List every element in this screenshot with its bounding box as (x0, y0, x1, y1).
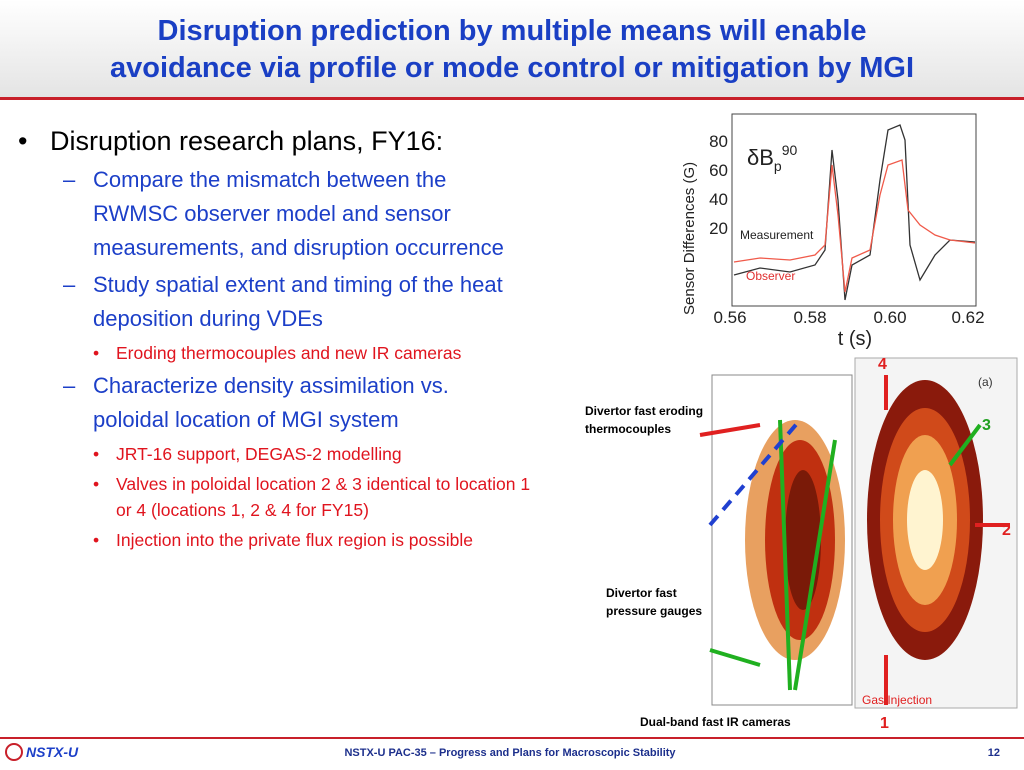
plot-frame (731, 113, 977, 307)
title-line: Disruption prediction by multiple means … (157, 15, 867, 47)
label-cameras: Dual-band fast IR cameras (640, 715, 791, 729)
location-label: 1 (880, 715, 889, 732)
label-thermocouples: Divertor fast eroding thermocouples (585, 404, 703, 436)
location-label: 4 (878, 356, 887, 373)
plasma-left-inner (785, 470, 821, 610)
title-line: avoidance via profile or mode control or… (109, 52, 915, 84)
sub-bullet: Study spatial extent and timing of the h… (63, 268, 518, 336)
x-tick-label: 0.60 (873, 308, 906, 327)
sub-sub-bullet: Eroding thermocouples and new IR cameras (93, 340, 531, 366)
bullet-list: Disruption research plans, FY16: Compare … (18, 126, 531, 553)
legend-entry: Observer (746, 269, 795, 283)
label-line: Divertor fast eroding (585, 404, 703, 418)
y-tick-label: 60 (709, 161, 728, 180)
plasma-right-core (907, 470, 943, 570)
logo-icon (5, 743, 23, 761)
symbol-sub: p (774, 158, 782, 174)
y-tick-label: 20 (709, 219, 728, 238)
x-label: t (s) (838, 328, 872, 350)
sub-sub-bullet: Valves in poloidal location 2 & 3 identi… (93, 471, 531, 523)
logo-text: NSTX-U (26, 744, 79, 760)
label-line: pressure gauges (606, 604, 702, 618)
symbol: δBp90 (747, 142, 798, 174)
symbol-sup: 90 (782, 142, 798, 158)
sub-bullet: Compare the mismatch between the RWMSC o… (63, 163, 518, 265)
panel-label: (a) (978, 375, 993, 389)
measurement-curve (733, 124, 976, 301)
observer-curve (733, 159, 976, 293)
x-tick-label: 0.56 (713, 308, 746, 327)
label-line: thermocouples (585, 422, 671, 436)
camera-view (793, 439, 837, 691)
y-tick-label: 80 (709, 132, 728, 151)
arrow-green (709, 648, 761, 667)
x-tick-label: 0.58 (793, 308, 826, 327)
y-tick-label: 40 (709, 190, 728, 209)
legend-entry: Measurement (740, 228, 814, 242)
location-label: 3 (982, 417, 991, 434)
x-tick-label: 0.62 (951, 308, 984, 327)
label-gauges: Divertor fast pressure gauges (606, 586, 702, 618)
camera-view (778, 419, 792, 691)
arrow-blue (708, 418, 802, 527)
arrow-red (699, 423, 761, 437)
gas-injection: Gas Injection (862, 693, 932, 707)
sub-sub-bullet: Injection into the private flux region i… (93, 527, 531, 553)
sub-bullet: Characterize density assimilation vs. po… (63, 369, 518, 437)
sub-sub-bullet: JRT-16 support, DEGAS-2 modelling (93, 441, 531, 467)
page-number: 12 (988, 747, 1000, 759)
label-line: Divertor fast (606, 586, 677, 600)
bullet: Disruption research plans, FY16: (18, 126, 531, 157)
footer (0, 737, 1024, 770)
symbol-base: δB (747, 145, 774, 170)
location-label: 2 (1002, 522, 1011, 539)
arrow-3 (948, 423, 982, 467)
footer-text: NSTX-U PAC-35 – Progress and Plans for M… (344, 747, 676, 759)
title: Disruption prediction by multiple means … (0, 0, 1024, 100)
y-label: Sensor Differences (G) (681, 162, 698, 315)
